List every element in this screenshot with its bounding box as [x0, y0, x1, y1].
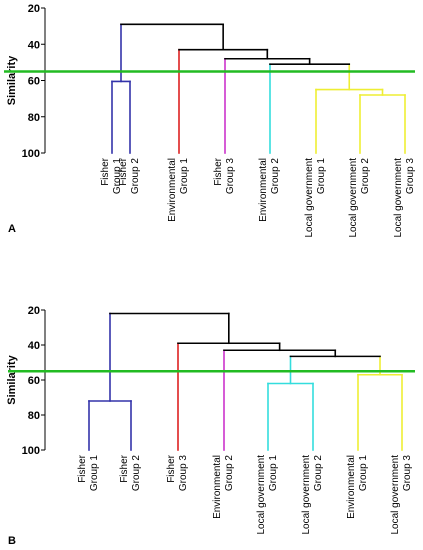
leaf-label: FisherGroup 3 — [213, 157, 236, 194]
leaf-label-line: Environmental — [346, 455, 357, 519]
y-tick-label: 100 — [22, 148, 40, 160]
y-tick-label: 20 — [28, 3, 40, 15]
y-axis-label: Similarity — [6, 55, 18, 105]
y-axis-label: Similarity — [6, 354, 18, 404]
leaf-label-line: Group 1 — [358, 455, 369, 492]
leaf-label-line: Group 3 — [225, 158, 236, 195]
leaf-label: FisherGroup 2 — [119, 454, 142, 491]
y-tick-label: 40 — [28, 39, 40, 51]
leaf-label-line: Group 2 — [270, 158, 281, 195]
y-tick-label: 80 — [28, 112, 40, 124]
leaf-label-line: Group 2 — [131, 455, 142, 492]
leaf-label-line: Group 2 — [360, 158, 371, 195]
leaf-label: EnvironmentalGroup 2 — [258, 158, 281, 222]
leaf-label: EnvironmentalGroup 1 — [346, 455, 369, 519]
leaf-label: Local governmentGroup 3 — [390, 455, 413, 535]
leaf-label-line: Fisher — [166, 454, 177, 482]
leaf-label-line: Fisher — [118, 157, 129, 185]
leaf-label: FisherGroup 1 — [100, 157, 123, 194]
leaf-label-line: Local government — [393, 158, 404, 238]
leaf-label: EnvironmentalGroup 1 — [167, 158, 190, 222]
y-tick-label: 40 — [28, 340, 40, 352]
leaf-label: FisherGroup 3 — [166, 454, 189, 491]
y-tick-label: 80 — [28, 410, 40, 422]
leaf-label-line: Environmental — [212, 455, 223, 519]
leaf-label-line: Fisher — [77, 454, 88, 482]
leaf-label-line: Group 1 — [112, 158, 123, 195]
y-tick-label: 60 — [28, 375, 40, 387]
leaf-label: Local governmentGroup 2 — [348, 158, 371, 238]
leaf-label-line: Local government — [390, 455, 401, 535]
leaf-label-line: Fisher — [213, 157, 224, 185]
leaf-label-line: Group 3 — [405, 158, 416, 195]
y-tick-label: 100 — [22, 445, 40, 457]
leaf-label-line: Group 2 — [224, 455, 235, 492]
leaf-label-line: Local government — [256, 455, 267, 535]
panel-label: B — [8, 535, 16, 547]
leaf-label: Local governmentGroup 1 — [256, 455, 279, 535]
leaf-label-line: Fisher — [119, 454, 130, 482]
leaf-label: FisherGroup 2 — [118, 157, 141, 194]
leaf-label-line: Group 3 — [178, 455, 189, 492]
leaf-label-line: Environmental — [167, 158, 178, 222]
leaf-label-line: Group 2 — [313, 455, 324, 492]
leaf-label-line: Local government — [301, 455, 312, 535]
y-tick-label: 20 — [28, 305, 40, 317]
leaf-label-line: Group 2 — [130, 158, 141, 195]
leaf-label-line: Group 1 — [316, 158, 327, 195]
leaf-label-line: Group 1 — [89, 455, 100, 492]
panel-label: A — [8, 223, 16, 235]
y-tick-label: 60 — [28, 76, 40, 88]
leaf-label-line: Group 3 — [402, 455, 413, 492]
leaf-label-line: Group 1 — [268, 455, 279, 492]
leaf-label-line: Local government — [304, 158, 315, 238]
leaf-label: Local governmentGroup 1 — [304, 158, 327, 238]
leaf-label-line: Local government — [348, 158, 359, 238]
leaf-label: EnvironmentalGroup 2 — [212, 455, 235, 519]
leaf-label-line: Fisher — [100, 157, 111, 185]
leaf-label-line: Environmental — [258, 158, 269, 222]
leaf-label: Local governmentGroup 3 — [393, 158, 416, 238]
leaf-label-line: Group 1 — [179, 158, 190, 195]
leaf-label: Local governmentGroup 2 — [301, 455, 324, 535]
leaf-label: FisherGroup 1 — [77, 454, 100, 491]
